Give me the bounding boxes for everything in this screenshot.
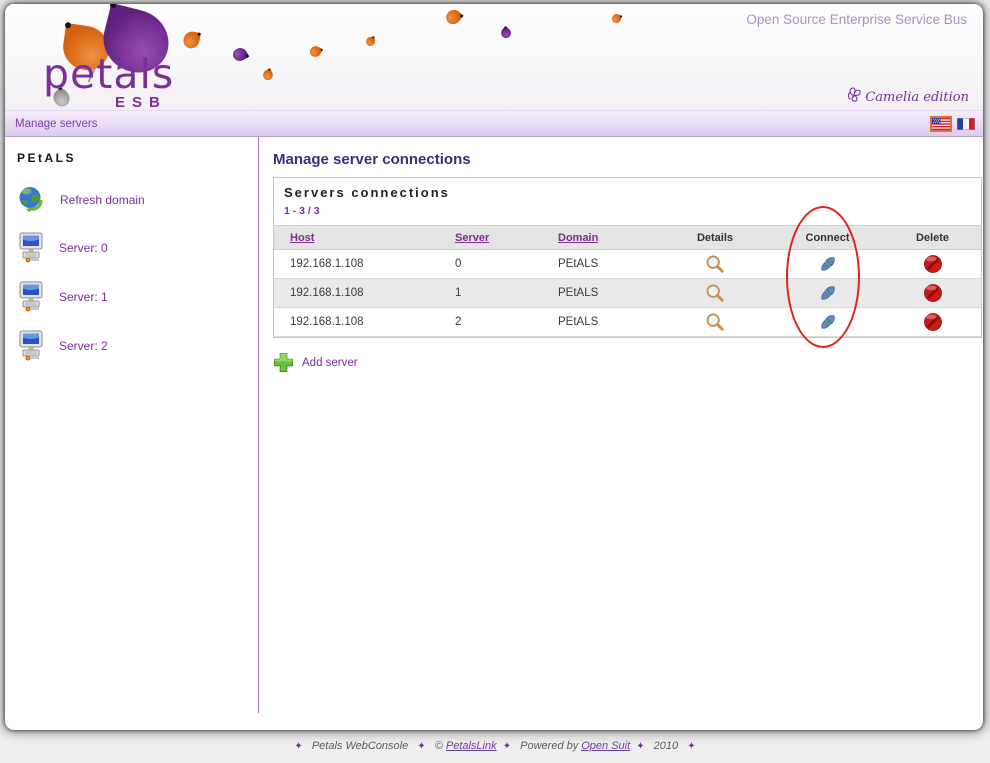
plus-icon [273,352,294,373]
server-item-label: Server: 2 [59,338,108,353]
header: petals ESB Open Source Enterprise Servic… [5,4,983,111]
details-magnifier-icon[interactable] [705,312,725,332]
footer-copyright: © [434,740,443,752]
host-cell: 192.168.1.108 [290,287,364,299]
details-magnifier-icon[interactable] [705,283,725,303]
menubar: Manage servers [5,110,983,137]
header-tagline: Open Source Enterprise Service Bus [746,12,967,27]
column-header-connect: Connect [805,231,850,244]
add-server-button[interactable]: Add server [273,352,383,373]
table-row: 192.168.1.108 2 PEtALS [274,308,981,337]
table-row: 192.168.1.108 1 PEtALS [274,278,981,308]
page-title: Manage server connections [273,151,471,168]
sort-host-link[interactable]: Host [290,231,315,244]
delete-forbidden-icon[interactable] [923,254,943,274]
footer-year: 2010 [653,740,679,752]
panel-title: Servers connections [284,185,450,200]
column-header-host: Host [274,226,439,250]
host-cell: 192.168.1.108 [290,258,364,270]
refresh-domain-label: Refresh domain [60,192,145,207]
pagination-label: 1 - 3 / 3 [284,205,320,217]
delete-forbidden-icon[interactable] [923,283,943,303]
connect-plug-icon[interactable] [818,312,838,332]
server-cell: 1 [455,287,462,299]
petal-icon [610,12,623,25]
delete-forbidden-icon[interactable] [923,312,943,332]
column-header-server: Server [439,226,542,250]
camelia-flower-icon [846,86,863,105]
edition-badge: Camelia edition [846,86,969,105]
sort-server-link[interactable]: Server [455,231,490,244]
sidebar-item-server-1[interactable]: Server: 1 [17,281,258,312]
add-server-label: Add server [302,356,358,369]
footer-powered-by: Powered by [520,740,579,752]
server-cell: 2 [455,316,462,328]
footer: ✦ Petals WebConsole ✦ © PetalsLink ✦ Powe… [0,740,990,752]
domain-cell: PEtALS [558,287,599,299]
domain-cell: PEtALS [558,258,599,270]
details-magnifier-icon[interactable] [705,254,725,274]
connect-plug-icon[interactable] [818,283,838,303]
language-switcher [930,111,976,136]
main-area: Manage server connections Servers connec… [259,137,983,729]
petal-icon [307,43,324,60]
us-flag-icon[interactable] [930,115,952,132]
domain-cell: PEtALS [558,316,599,328]
server-cell: 0 [455,258,462,270]
diamond-icon: ✦ [636,741,645,752]
petals-esb-logo: petals ESB [35,4,225,111]
server-computer-icon [17,281,45,312]
diamond-icon: ✦ [294,741,303,752]
menu-item-manage-servers[interactable]: Manage servers [15,117,98,130]
table-header-row: Host Server Domain Details Connect Delet… [274,225,981,250]
content: PEtALS Refresh domain [5,137,983,729]
column-header-details: Details [696,231,734,244]
logo-esb-label: ESB [115,94,167,111]
table-row: 192.168.1.108 0 PEtALS [274,250,981,279]
servers-table: Host Server Domain Details Connect Delet… [274,225,981,337]
server-computer-icon [17,232,45,263]
page-card: petals ESB Open Source Enterprise Servic… [5,4,983,730]
open-suit-link[interactable]: Open Suit [581,740,631,752]
diamond-icon: ✦ [417,741,426,752]
servers-connections-panel: Servers connections 1 - 3 / 3 Host Serve… [273,177,982,338]
petal-icon [443,6,464,28]
logo-wordmark: petals [43,50,175,98]
server-computer-icon [17,330,45,361]
sidebar-item-refresh-domain[interactable]: Refresh domain [17,185,258,214]
petalslink-link[interactable]: PetalsLink [445,740,497,752]
petal-icon [230,45,250,64]
footer-app-name: Petals WebConsole [311,740,409,752]
petal-icon [498,25,514,41]
diamond-icon: ✦ [502,741,512,752]
column-header-domain: Domain [542,226,659,250]
host-cell: 192.168.1.108 [290,316,364,328]
sidebar-domain-title: PEtALS [17,151,77,165]
petal-icon [365,36,376,47]
sidebar: PEtALS Refresh domain [5,137,259,713]
globe-refresh-icon [17,185,46,214]
sidebar-item-server-0[interactable]: Server: 0 [17,232,258,263]
sort-domain-link[interactable]: Domain [558,231,599,244]
connect-plug-icon[interactable] [818,254,838,274]
column-header-delete: Delete [915,231,950,244]
sidebar-item-server-2[interactable]: Server: 2 [17,330,258,361]
fr-flag-icon[interactable] [956,117,976,130]
edition-label: Camelia edition [865,90,969,105]
server-item-label: Server: 1 [59,289,108,304]
server-item-label: Server: 0 [59,240,108,255]
diamond-icon: ✦ [687,741,696,752]
petal-icon [261,68,275,82]
